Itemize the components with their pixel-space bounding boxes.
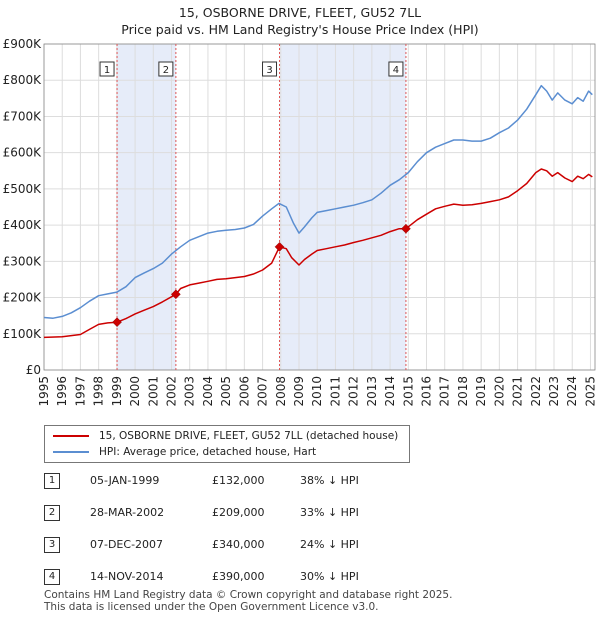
- x-tick-label: 2010: [310, 376, 324, 407]
- plot-frame: [43, 43, 596, 371]
- x-tick-label: 2024: [565, 376, 579, 407]
- y-tick-label: £800K: [3, 73, 43, 87]
- y-tick-label: £0: [26, 363, 41, 377]
- x-tick-label: 2016: [420, 376, 434, 407]
- x-tick-label: 1996: [55, 376, 69, 407]
- y-tick-label: £400K: [3, 218, 43, 232]
- footer: Contains HM Land Registry data © Crown c…: [44, 589, 452, 613]
- x-tick-label: 2015: [401, 376, 415, 407]
- y-tick-label: £500K: [3, 182, 43, 196]
- x-tick-label: 2019: [474, 376, 488, 407]
- x-tick-label: 2025: [583, 376, 597, 407]
- transaction-hpi-diff: 30% ↓ HPI: [300, 570, 359, 583]
- y-tick-label: £200K: [3, 291, 43, 305]
- x-tick-label: 1998: [92, 376, 106, 407]
- x-tick-label: 2013: [365, 376, 379, 407]
- transaction-box-label-3: 3: [266, 65, 272, 76]
- x-tick-label: 1997: [73, 376, 87, 407]
- x-tick-label: 2014: [383, 376, 397, 407]
- transaction-box-1: [99, 61, 115, 77]
- transaction-number: 3: [44, 537, 60, 553]
- transaction-point-3: [274, 241, 285, 252]
- legend-label-hpi: HPI: Average price, detached house, Hart: [99, 446, 317, 458]
- x-tick-label: 2006: [237, 376, 251, 407]
- hpi-line: [43, 84, 593, 319]
- transaction-box-label-2: 2: [163, 65, 169, 76]
- transaction-price: £132,000: [212, 474, 265, 487]
- x-tick-label: 2023: [547, 376, 561, 407]
- property-price-line: [43, 168, 593, 339]
- transaction-number: 1: [44, 473, 60, 489]
- legend: 15, OSBORNE DRIVE, FLEET, GU52 7LL (deta…: [44, 425, 410, 463]
- transaction-number: 2: [44, 505, 60, 521]
- x-tick-label: 2018: [456, 376, 470, 407]
- legend-label-property: 15, OSBORNE DRIVE, FLEET, GU52 7LL (deta…: [99, 430, 399, 442]
- transaction-price: £340,000: [212, 538, 265, 551]
- x-tick-label: 1999: [110, 376, 124, 407]
- transaction-date: 28-MAR-2002: [90, 506, 165, 519]
- x-tick-label: 2012: [347, 376, 361, 407]
- x-tick-label: 2022: [529, 376, 543, 407]
- transaction-box-label-1: 1: [104, 65, 110, 76]
- transaction-point-2: [171, 289, 181, 300]
- legend-item-property: 15, OSBORNE DRIVE, FLEET, GU52 7LL (deta…: [53, 428, 398, 444]
- x-tick-label: 1995: [37, 376, 51, 407]
- y-tick-label: £900K: [3, 37, 43, 51]
- y-tick-label: £600K: [3, 146, 43, 160]
- x-tick-label: 2009: [292, 376, 306, 407]
- x-tick-label: 2002: [165, 376, 179, 407]
- x-tick-label: 2003: [183, 376, 197, 407]
- legend-line-property: [53, 435, 89, 437]
- transaction-hpi-diff: 33% ↓ HPI: [300, 506, 359, 519]
- transaction-box-2: [158, 61, 174, 77]
- transaction-date: 14-NOV-2014: [90, 570, 164, 583]
- x-tick-label: 2011: [328, 376, 342, 407]
- y-tick-label: £100K: [3, 327, 43, 341]
- x-tick-label: 2004: [201, 376, 215, 407]
- x-axis-ticks: 1995 1996 1997 1998 1999 2000 2001 2002 2003 2004…: [37, 376, 597, 407]
- y-axis-ticks: £0 £100K £200K £300K £400K £500K £600K £700K £80…: [3, 37, 43, 377]
- x-tick-label: 2007: [256, 376, 270, 407]
- transaction-box-4: [388, 61, 404, 77]
- legend-item-hpi: HPI: Average price, detached house, Hart: [53, 444, 316, 460]
- table-row: 3 07-DEC-2007 £340,000 24% ↓ HPI: [44, 535, 444, 555]
- table-row: 1 05-JAN-1999 £132,000 38% ↓ HPI: [44, 471, 444, 491]
- x-tick-label: 2001: [146, 376, 160, 407]
- transaction-number: 4: [44, 569, 60, 585]
- shaded-periods: [117, 44, 406, 370]
- transaction-price: £209,000: [212, 506, 265, 519]
- y-tick-label: £300K: [3, 254, 43, 268]
- title-line-1: 15, OSBORNE DRIVE, FLEET, GU52 7LL: [178, 5, 422, 20]
- x-tick-label: 2008: [274, 376, 288, 407]
- x-tick-label: 2000: [128, 376, 142, 407]
- transaction-number-boxes: 1 2 3 4: [99, 61, 404, 77]
- transaction-hpi-diff: 24% ↓ HPI: [300, 538, 359, 551]
- transaction-date: 07-DEC-2007: [90, 538, 164, 551]
- x-tick-label: 2017: [438, 376, 452, 407]
- transaction-hpi-diff: 38% ↓ HPI: [300, 474, 359, 487]
- transaction-box-3: [262, 61, 278, 77]
- chart-svg: 1 2 3 4 £0 £100K £200K £300K £400K £500K £600K £70…: [3, 37, 598, 407]
- title-line-2: Price paid vs. HM Land Registry's House …: [121, 22, 479, 37]
- x-tick-label: 2005: [219, 376, 233, 407]
- footer-copyright: Contains HM Land Registry data © Crown c…: [44, 589, 453, 601]
- table-row: 4 14-NOV-2014 £390,000 30% ↓ HPI: [44, 567, 444, 587]
- table-row: 2 28-MAR-2002 £209,000 33% ↓ HPI: [44, 503, 444, 523]
- footer-licence: This data is licensed under the Open Gov…: [44, 601, 379, 613]
- x-tick-label: 2020: [492, 376, 506, 407]
- chart-title: 15, OSBORNE DRIVE, FLEET, GU52 7LL Price…: [0, 4, 600, 38]
- transaction-point-1: [112, 317, 122, 328]
- transaction-points: [112, 223, 411, 328]
- y-tick-label: £700K: [3, 109, 43, 123]
- transaction-point-4: [401, 223, 411, 234]
- transaction-date: 05-JAN-1999: [90, 474, 160, 487]
- series-lines: [43, 84, 593, 339]
- transaction-price: £390,000: [212, 570, 265, 583]
- legend-line-hpi: [53, 451, 89, 453]
- shaded-period-1: [117, 44, 176, 370]
- x-tick-label: 2021: [511, 376, 525, 407]
- transaction-box-label-4: 4: [393, 65, 399, 76]
